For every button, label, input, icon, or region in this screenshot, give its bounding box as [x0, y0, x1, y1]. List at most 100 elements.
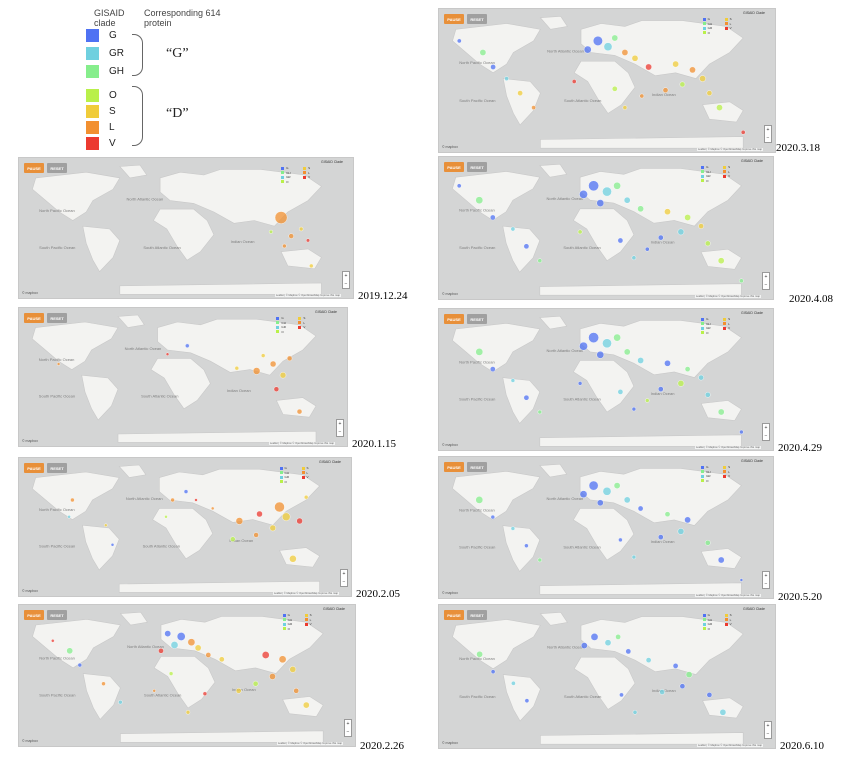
clade-bubble[interactable] [659, 689, 665, 695]
clade-bubble[interactable] [456, 183, 462, 189]
map-attribution[interactable]: Leaflet | © Mapbox © OpenStreetMap Impro… [696, 744, 763, 747]
clade-bubble[interactable] [256, 510, 263, 518]
clade-bubble[interactable] [580, 642, 588, 649]
clade-bubble[interactable] [590, 633, 599, 641]
clade-bubble[interactable] [168, 671, 174, 676]
clade-bubble[interactable] [170, 641, 179, 649]
clade-bubble[interactable] [664, 511, 671, 518]
clade-bubble[interactable] [645, 657, 652, 663]
clade-bubble[interactable] [510, 378, 516, 383]
reset-button[interactable]: RESET [47, 610, 67, 620]
clade-bubble[interactable] [645, 63, 652, 71]
clade-bubble[interactable] [619, 692, 624, 698]
world-map[interactable]: North Pacific Ocean North Atlantic Ocean S… [438, 8, 776, 153]
zoom-control[interactable]: + − [342, 271, 350, 289]
zoom-control[interactable]: + − [340, 569, 348, 587]
pause-button[interactable]: PAUSE [24, 610, 44, 620]
clade-bubble[interactable] [56, 362, 61, 366]
clade-bubble[interactable] [510, 226, 516, 232]
clade-bubble[interactable] [475, 348, 484, 356]
clade-bubble[interactable] [524, 543, 529, 548]
map-attribution[interactable]: Leaflet | © Mapbox © OpenStreetMap Impro… [274, 294, 341, 297]
clade-bubble[interactable] [621, 49, 629, 56]
clade-bubble[interactable] [531, 105, 536, 110]
clade-bubble[interactable] [611, 34, 619, 42]
clade-bubble[interactable] [164, 515, 168, 519]
zoom-in-button[interactable]: + [766, 722, 770, 729]
clade-bubble[interactable] [602, 338, 612, 349]
reset-button[interactable]: RESET [467, 314, 487, 324]
clade-bubble[interactable] [611, 86, 618, 92]
clade-bubble[interactable] [475, 496, 484, 504]
clade-bubble[interactable] [165, 352, 170, 356]
clade-bubble[interactable] [677, 380, 685, 387]
clade-bubble[interactable] [664, 208, 671, 216]
clade-bubble[interactable] [475, 196, 484, 205]
clade-bubble[interactable] [637, 357, 644, 364]
clade-bubble[interactable] [218, 656, 225, 663]
clade-bubble[interactable] [739, 278, 744, 284]
clade-bubble[interactable] [51, 639, 55, 643]
clade-bubble[interactable] [70, 497, 75, 503]
world-map[interactable]: North Pacific Ocean North Atlantic Ocean S… [438, 308, 774, 451]
clade-bubble[interactable] [511, 681, 516, 686]
clade-bubble[interactable] [523, 394, 530, 401]
clade-bubble[interactable] [739, 578, 744, 582]
map-attribution[interactable]: Leaflet | © Mapbox © OpenStreetMap Impro… [272, 592, 339, 595]
clade-bubble[interactable] [717, 257, 725, 264]
clade-bubble[interactable] [309, 263, 314, 269]
zoom-in-button[interactable]: + [344, 272, 348, 279]
zoom-out-button[interactable]: − [766, 730, 770, 737]
clade-bubble[interactable] [110, 543, 115, 547]
clade-bubble[interactable] [490, 214, 496, 221]
clade-bubble[interactable] [631, 406, 637, 412]
clade-bubble[interactable] [274, 501, 285, 513]
clade-bubble[interactable] [456, 38, 462, 44]
clade-bubble[interactable] [235, 688, 242, 694]
clade-bubble[interactable] [617, 389, 624, 395]
clade-bubble[interactable] [719, 709, 727, 716]
clade-bubble[interactable] [104, 523, 108, 527]
clade-bubble[interactable] [517, 90, 523, 96]
clade-bubble[interactable] [623, 496, 631, 504]
clade-bubble[interactable] [296, 408, 303, 415]
clade-bubble[interactable] [252, 367, 261, 375]
clade-bubble[interactable] [202, 691, 208, 696]
clade-bubble[interactable] [253, 532, 259, 538]
reset-button[interactable]: RESET [467, 462, 487, 472]
map-attribution[interactable]: Leaflet | © Mapbox © OpenStreetMap Impro… [696, 148, 763, 151]
clade-bubble[interactable] [476, 651, 483, 658]
clade-bubble[interactable] [632, 710, 638, 715]
clade-bubble[interactable] [631, 55, 639, 62]
zoom-control[interactable]: + − [764, 125, 772, 143]
clade-bubble[interactable] [579, 490, 588, 499]
clade-bubble[interactable] [657, 386, 664, 392]
clade-bubble[interactable] [602, 486, 612, 496]
clade-bubble[interactable] [698, 223, 704, 229]
pause-button[interactable]: PAUSE [444, 610, 464, 620]
clade-bubble[interactable] [617, 237, 624, 244]
pause-button[interactable]: PAUSE [444, 462, 464, 472]
clade-bubble[interactable] [304, 495, 309, 500]
zoom-in-button[interactable]: + [764, 273, 768, 280]
pause-button[interactable]: PAUSE [444, 162, 464, 172]
clade-bubble[interactable] [176, 632, 186, 641]
zoom-out-button[interactable]: − [764, 432, 768, 439]
clade-bubble[interactable] [269, 360, 277, 368]
clade-bubble[interactable] [740, 130, 746, 135]
clade-bubble[interactable] [293, 688, 300, 694]
clade-bubble[interactable] [739, 429, 744, 435]
clade-bubble[interactable] [684, 366, 691, 372]
clade-bubble[interactable] [717, 556, 725, 564]
zoom-in-button[interactable]: + [764, 424, 768, 431]
clade-bubble[interactable] [278, 655, 287, 664]
reset-button[interactable]: RESET [467, 610, 487, 620]
world-map[interactable]: North Pacific Ocean North Atlantic Ocean S… [438, 604, 776, 749]
zoom-out-button[interactable]: − [342, 578, 346, 585]
clade-bubble[interactable] [622, 105, 628, 110]
pause-button[interactable]: PAUSE [24, 463, 44, 473]
zoom-out-button[interactable]: − [764, 281, 768, 288]
clade-bubble[interactable] [613, 482, 621, 489]
clade-bubble[interactable] [596, 199, 605, 207]
clade-bubble[interactable] [261, 651, 270, 659]
